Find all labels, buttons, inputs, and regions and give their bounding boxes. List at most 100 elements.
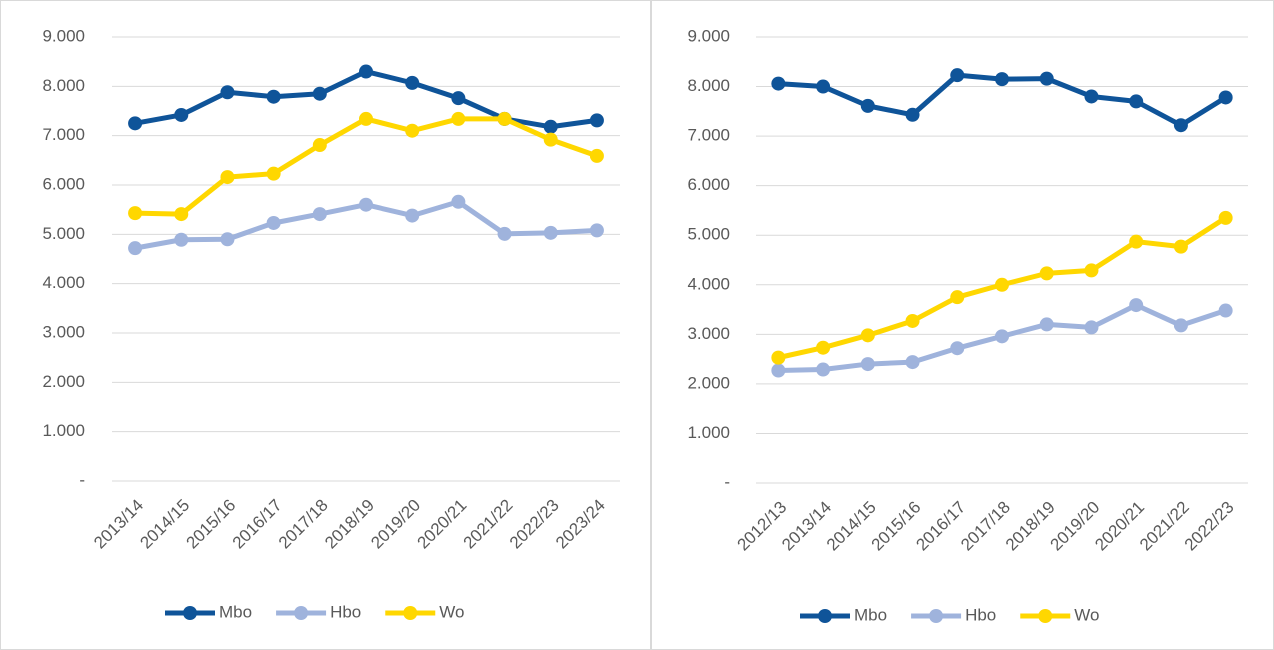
point — [860, 328, 875, 343]
point — [497, 226, 512, 241]
point — [1218, 210, 1233, 225]
point — [174, 232, 189, 247]
point — [543, 132, 558, 147]
point — [497, 111, 512, 126]
y-tick-label: 7.000 — [42, 125, 85, 144]
point — [405, 208, 420, 223]
y-tick-label: 2.000 — [42, 372, 85, 391]
y-tick-label: 1.000 — [42, 421, 85, 440]
y-tick-label: 4.000 — [687, 274, 730, 293]
point — [128, 241, 143, 256]
point — [816, 340, 831, 355]
point — [589, 113, 604, 128]
point — [860, 98, 875, 113]
point — [312, 86, 327, 101]
point — [128, 116, 143, 131]
point — [816, 79, 831, 94]
legend-label: Mbo — [854, 605, 887, 624]
point — [589, 148, 604, 163]
point — [1173, 318, 1188, 333]
y-tick-label: - — [724, 472, 730, 491]
y-tick-label: 6.000 — [687, 175, 730, 194]
point — [543, 225, 558, 240]
legend-marker — [929, 609, 944, 623]
point — [950, 68, 965, 83]
y-tick-label: 1.000 — [687, 423, 730, 442]
point — [220, 85, 235, 100]
legend-label: Hbo — [965, 605, 996, 624]
x-tick-label: 2021/22 — [460, 496, 517, 553]
legend-marker — [818, 609, 832, 623]
x-tick-label: 2022/23 — [506, 496, 563, 553]
y-tick-label: 7.000 — [687, 126, 730, 145]
point — [1173, 118, 1188, 133]
x-tick-label: 2023/24 — [552, 496, 609, 553]
legend-label: Hbo — [330, 602, 361, 621]
y-tick-label: 3.000 — [42, 322, 85, 341]
point — [405, 75, 420, 90]
point — [543, 119, 558, 134]
point — [771, 350, 786, 365]
point — [771, 76, 786, 91]
point — [905, 355, 920, 370]
point — [950, 290, 965, 305]
point — [860, 357, 875, 372]
point — [220, 232, 235, 247]
x-tick-label: 2019/20 — [367, 496, 424, 553]
point — [1129, 94, 1144, 109]
point — [174, 207, 189, 222]
x-tick-label: 2017/18 — [275, 496, 332, 553]
point — [995, 72, 1009, 87]
point — [771, 363, 786, 378]
legend-marker — [183, 606, 197, 620]
x-tick-label: 2013/14 — [90, 496, 147, 553]
point — [816, 362, 831, 377]
point — [359, 111, 373, 126]
legend-marker — [294, 606, 309, 620]
point — [1173, 239, 1188, 254]
x-tick-label: 2022/23 — [1181, 498, 1238, 555]
y-tick-label: 9.000 — [687, 26, 730, 45]
x-tick-label: 2020/21 — [413, 496, 470, 553]
point — [451, 111, 466, 126]
legend-marker — [1038, 609, 1053, 623]
y-tick-label: 3.000 — [687, 324, 730, 343]
y-tick-label: 5.000 — [42, 224, 85, 243]
x-tick-label: 2015/16 — [183, 496, 240, 553]
point — [589, 223, 604, 238]
legend-label: Wo — [1074, 605, 1099, 624]
point — [1218, 90, 1233, 105]
point — [1039, 317, 1054, 332]
legend-marker — [403, 606, 418, 620]
legend-label: Mbo — [219, 602, 252, 621]
y-tick-label: 9.000 — [42, 26, 85, 45]
point — [266, 89, 281, 104]
point — [266, 215, 281, 230]
point — [359, 64, 373, 79]
point — [905, 313, 920, 328]
point — [405, 123, 420, 138]
point — [1129, 298, 1144, 313]
point — [1039, 266, 1054, 281]
point — [266, 166, 281, 181]
point — [1084, 320, 1099, 335]
point — [312, 207, 327, 222]
point — [174, 107, 189, 122]
y-tick-label: 6.000 — [42, 174, 85, 193]
point — [1218, 303, 1233, 318]
y-tick-label: 8.000 — [42, 76, 85, 95]
x-tick-label: 2018/19 — [321, 496, 378, 553]
y-tick-label: 4.000 — [42, 273, 85, 292]
x-tick-label: 2016/17 — [229, 496, 286, 553]
point — [451, 91, 466, 106]
point — [451, 194, 466, 209]
y-tick-label: - — [79, 470, 85, 489]
point — [905, 107, 920, 122]
point — [220, 170, 235, 185]
point — [128, 206, 143, 221]
point — [1084, 89, 1099, 104]
point — [1039, 71, 1054, 86]
point — [1084, 263, 1099, 278]
point — [1129, 234, 1144, 249]
